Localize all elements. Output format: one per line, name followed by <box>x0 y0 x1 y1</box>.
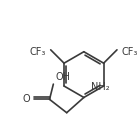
Text: OH: OH <box>55 72 70 82</box>
Text: CF₃: CF₃ <box>30 47 46 57</box>
Text: O: O <box>23 94 31 104</box>
Text: NH₂: NH₂ <box>90 82 109 92</box>
Text: CF₃: CF₃ <box>122 47 138 57</box>
